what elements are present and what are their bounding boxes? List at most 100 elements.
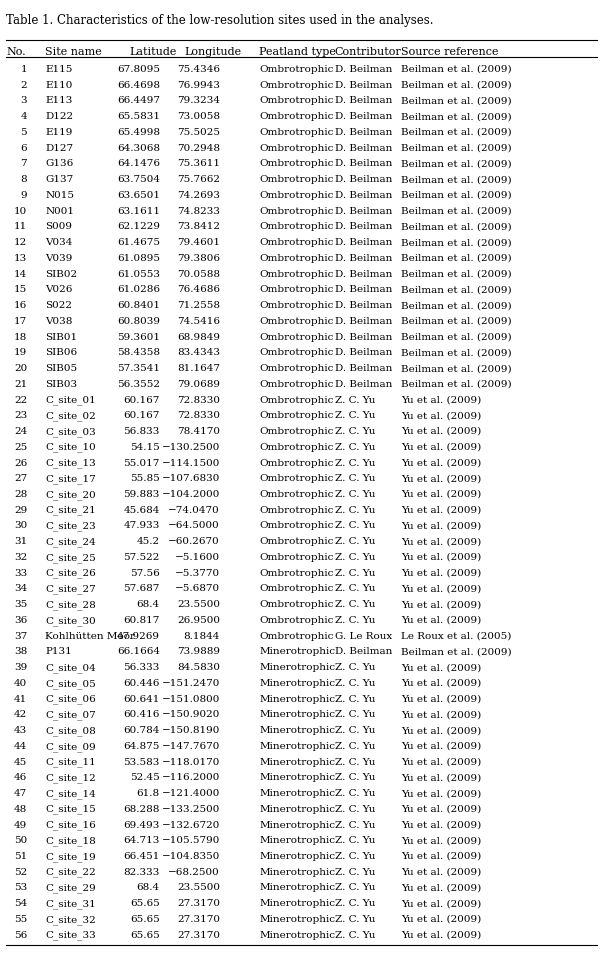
Text: 74.2693: 74.2693: [177, 191, 220, 200]
Text: Yu et al. (2009): Yu et al. (2009): [401, 427, 481, 436]
Text: 60.416: 60.416: [124, 710, 160, 719]
Text: Yu et al. (2009): Yu et al. (2009): [401, 411, 481, 421]
Text: −151.2470: −151.2470: [162, 679, 220, 688]
Text: Z. C. Yu: Z. C. Yu: [335, 773, 375, 782]
Text: Z. C. Yu: Z. C. Yu: [335, 883, 375, 893]
Text: Z. C. Yu: Z. C. Yu: [335, 584, 375, 594]
Text: D. Beilman: D. Beilman: [335, 301, 392, 310]
Text: 61.0286: 61.0286: [117, 286, 160, 294]
Text: 60.446: 60.446: [124, 679, 160, 688]
Text: 38: 38: [14, 647, 27, 657]
Text: Z. C. Yu: Z. C. Yu: [335, 616, 375, 625]
Text: C_site_04: C_site_04: [45, 663, 96, 673]
Text: 56.3552: 56.3552: [117, 380, 160, 389]
Text: V026: V026: [45, 286, 72, 294]
Text: Yu et al. (2009): Yu et al. (2009): [401, 836, 481, 845]
Text: C_site_25: C_site_25: [45, 553, 96, 563]
Text: Yu et al. (2009): Yu et al. (2009): [401, 474, 481, 483]
Text: Z. C. Yu: Z. C. Yu: [335, 537, 375, 546]
Text: 66.4497: 66.4497: [117, 97, 160, 105]
Text: D. Beilman: D. Beilman: [335, 191, 392, 200]
Text: D. Beilman: D. Beilman: [335, 175, 392, 185]
Text: S022: S022: [45, 301, 72, 310]
Text: 68.288: 68.288: [124, 805, 160, 814]
Text: Minerotrophic: Minerotrophic: [259, 679, 335, 688]
Text: Beilman et al. (2009): Beilman et al. (2009): [401, 128, 511, 137]
Text: Ombrotrophic: Ombrotrophic: [259, 459, 333, 467]
Text: 43: 43: [14, 727, 27, 735]
Text: 57.3541: 57.3541: [117, 364, 160, 373]
Text: D. Beilman: D. Beilman: [335, 128, 392, 137]
Text: 65.5831: 65.5831: [117, 112, 160, 121]
Text: 84.5830: 84.5830: [177, 663, 220, 672]
Text: 67.8095: 67.8095: [117, 65, 160, 74]
Text: Z. C. Yu: Z. C. Yu: [335, 459, 375, 467]
Text: −104.8350: −104.8350: [162, 852, 220, 861]
Text: −132.6720: −132.6720: [162, 820, 220, 830]
Text: 60.817: 60.817: [124, 616, 160, 625]
Text: 48: 48: [14, 805, 27, 814]
Text: C_site_24: C_site_24: [45, 537, 96, 547]
Text: Z. C. Yu: Z. C. Yu: [335, 742, 375, 750]
Text: C_site_31: C_site_31: [45, 900, 96, 909]
Text: 79.3806: 79.3806: [177, 254, 220, 263]
Text: 20: 20: [14, 364, 27, 373]
Text: 68.4: 68.4: [137, 600, 160, 609]
Text: Z. C. Yu: Z. C. Yu: [335, 820, 375, 830]
Text: Yu et al. (2009): Yu et al. (2009): [401, 695, 481, 704]
Text: C_site_01: C_site_01: [45, 396, 96, 405]
Text: 61.8: 61.8: [137, 789, 160, 798]
Text: No.: No.: [6, 47, 26, 56]
Text: C_site_20: C_site_20: [45, 490, 96, 500]
Text: D. Beilman: D. Beilman: [335, 97, 392, 105]
Text: Beilman et al. (2009): Beilman et al. (2009): [401, 348, 511, 358]
Text: C_site_33: C_site_33: [45, 931, 96, 941]
Text: 73.9889: 73.9889: [177, 647, 220, 657]
Text: 27.3170: 27.3170: [177, 915, 220, 923]
Text: Z. C. Yu: Z. C. Yu: [335, 443, 375, 452]
Text: C_site_29: C_site_29: [45, 883, 96, 893]
Text: Yu et al. (2009): Yu et al. (2009): [401, 931, 481, 940]
Text: C_site_03: C_site_03: [45, 427, 96, 437]
Text: G136: G136: [45, 160, 74, 168]
Text: Table 1. Characteristics of the low-resolution sites used in the analyses.: Table 1. Characteristics of the low-reso…: [6, 14, 434, 28]
Text: 78.4170: 78.4170: [177, 427, 220, 436]
Text: Z. C. Yu: Z. C. Yu: [335, 490, 375, 499]
Text: 23.5500: 23.5500: [177, 600, 220, 609]
Text: Minerotrophic: Minerotrophic: [259, 647, 335, 657]
Text: Ombrotrophic: Ombrotrophic: [259, 411, 333, 421]
Text: 10: 10: [14, 206, 27, 216]
Text: 79.3234: 79.3234: [177, 97, 220, 105]
Text: D. Beilman: D. Beilman: [335, 333, 392, 341]
Text: Yu et al. (2009): Yu et al. (2009): [401, 820, 481, 830]
Text: Ombrotrophic: Ombrotrophic: [259, 97, 333, 105]
Text: Yu et al. (2009): Yu et al. (2009): [401, 805, 481, 814]
Text: 32: 32: [14, 553, 27, 562]
Text: Ombrotrophic: Ombrotrophic: [259, 474, 333, 483]
Text: Ombrotrophic: Ombrotrophic: [259, 206, 333, 216]
Text: Z. C. Yu: Z. C. Yu: [335, 836, 375, 845]
Text: −118.0170: −118.0170: [162, 757, 220, 767]
Text: Ombrotrophic: Ombrotrophic: [259, 632, 333, 641]
Text: S009: S009: [45, 223, 72, 231]
Text: Beilman et al. (2009): Beilman et al. (2009): [401, 223, 511, 231]
Text: 60.784: 60.784: [124, 727, 160, 735]
Text: −150.8190: −150.8190: [162, 727, 220, 735]
Text: C_site_11: C_site_11: [45, 757, 96, 768]
Text: Beilman et al. (2009): Beilman et al. (2009): [401, 175, 511, 185]
Text: G. Le Roux: G. Le Roux: [335, 632, 392, 641]
Text: 75.5025: 75.5025: [177, 128, 220, 137]
Text: N001: N001: [45, 206, 74, 216]
Text: D127: D127: [45, 143, 74, 153]
Text: 70.0588: 70.0588: [177, 270, 220, 278]
Text: Yu et al. (2009): Yu et al. (2009): [401, 553, 481, 562]
Text: Ombrotrophic: Ombrotrophic: [259, 223, 333, 231]
Text: Longitude: Longitude: [184, 47, 241, 56]
Text: Ombrotrophic: Ombrotrophic: [259, 301, 333, 310]
Text: Beilman et al. (2009): Beilman et al. (2009): [401, 160, 511, 168]
Text: 30: 30: [14, 521, 27, 531]
Text: 76.4686: 76.4686: [177, 286, 220, 294]
Text: 19: 19: [14, 348, 27, 358]
Text: C_site_23: C_site_23: [45, 521, 96, 532]
Text: −114.1500: −114.1500: [162, 459, 220, 467]
